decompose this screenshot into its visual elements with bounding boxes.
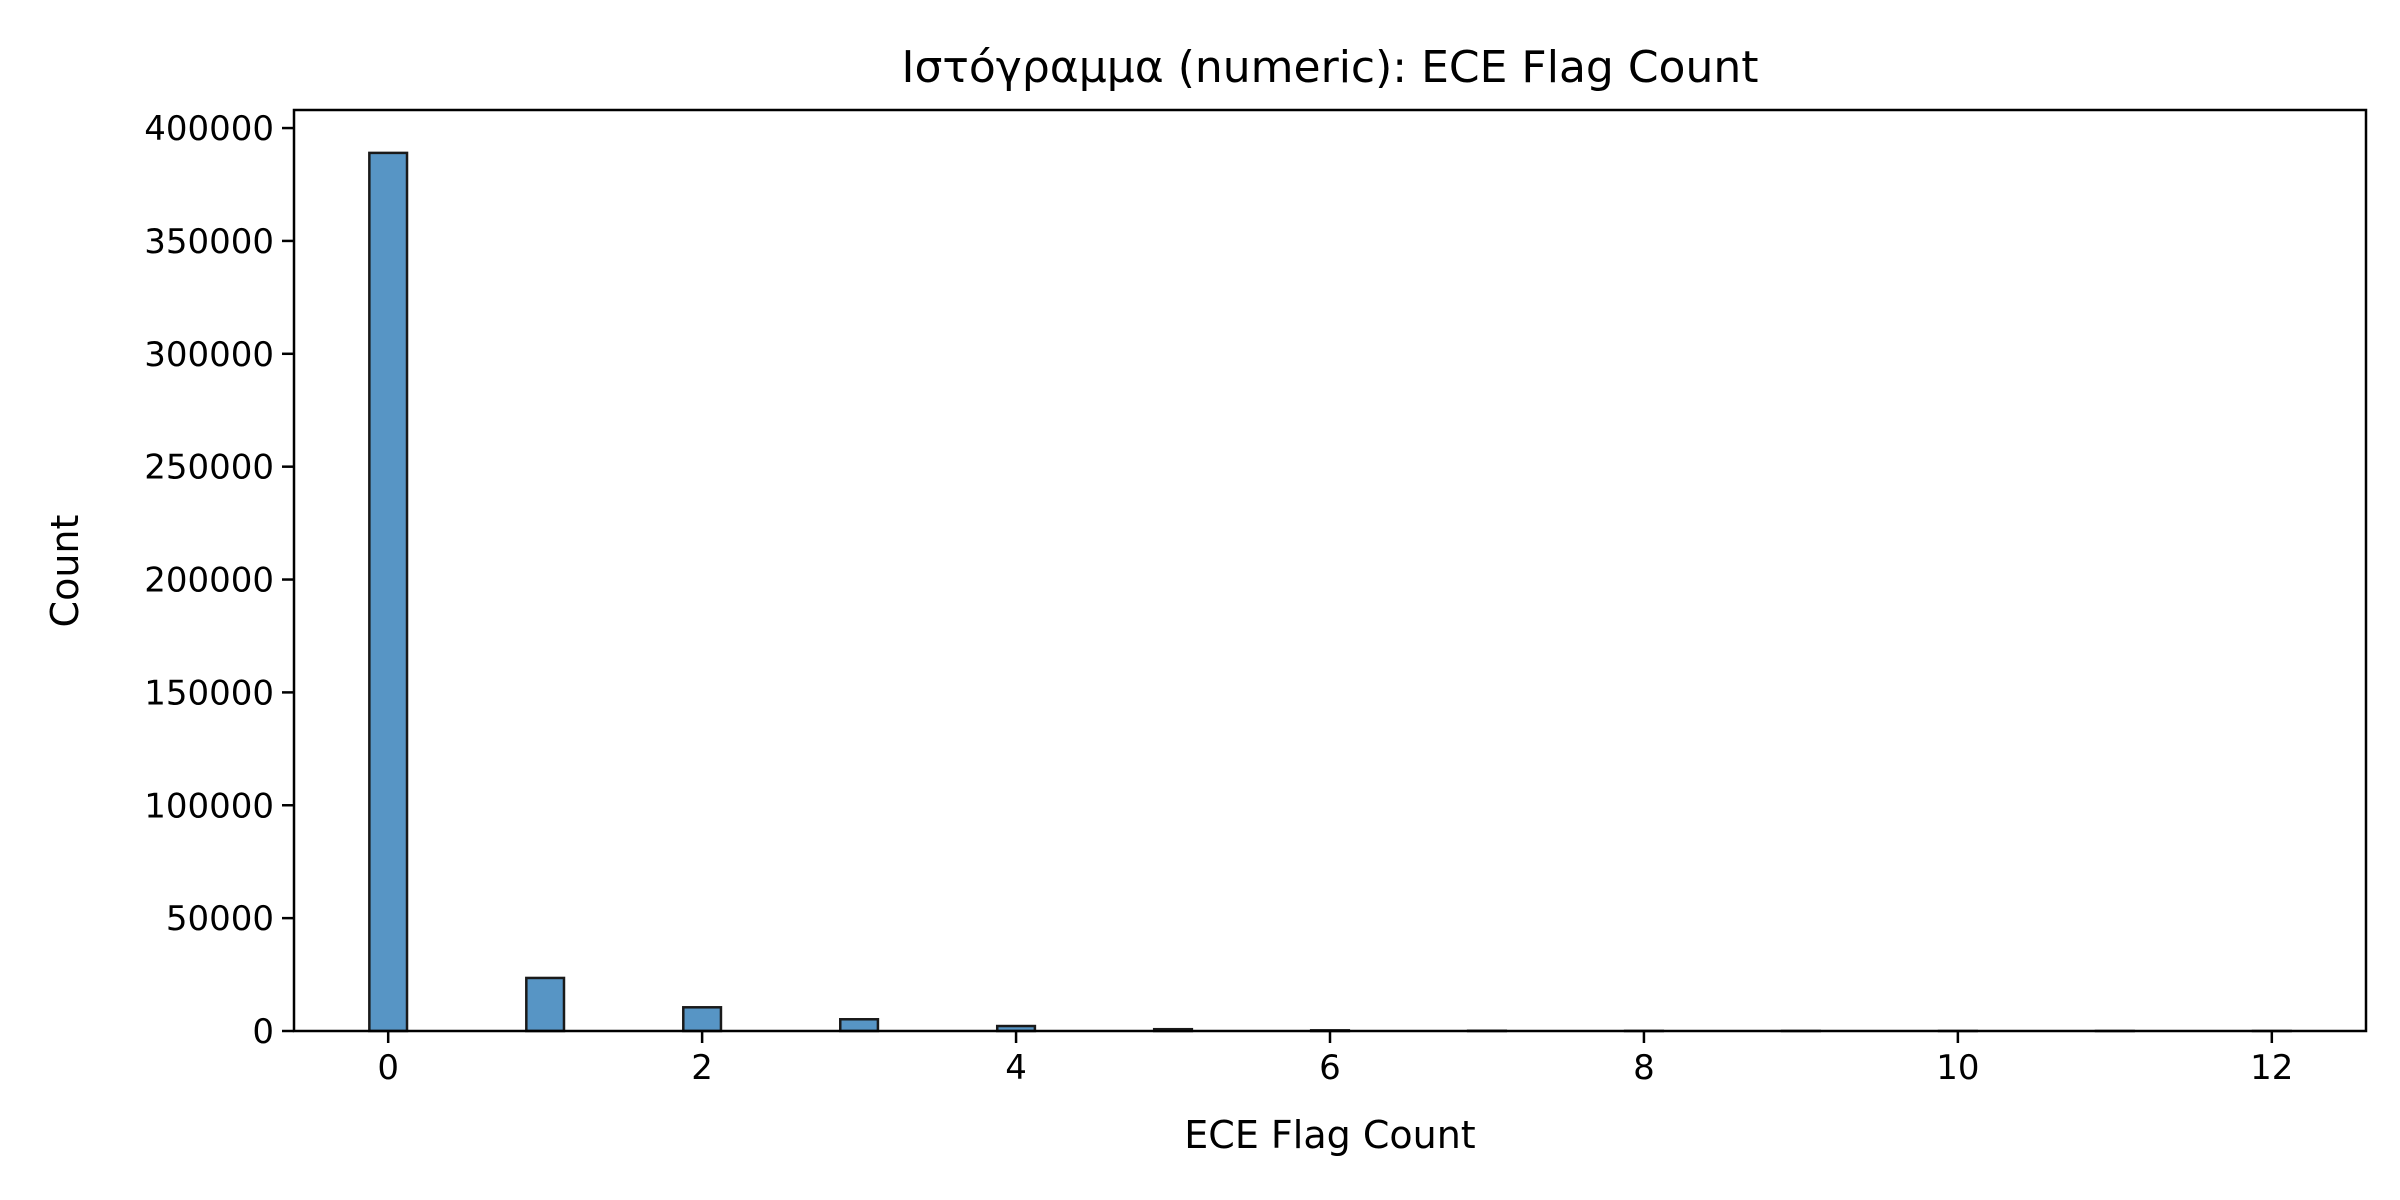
y-tick-label: 250000: [144, 448, 274, 488]
y-tick-label: 400000: [144, 109, 274, 149]
x-tick-label: 4: [1005, 1048, 1027, 1088]
x-axis-ticks: 0 2 4 6 8 10 12: [377, 1031, 2293, 1088]
y-tick-label: 50000: [166, 899, 274, 939]
plot-frame: [292, 108, 2368, 1033]
bars-group: [368, 151, 2292, 1033]
y-axis-ticks: 0 50000 100000 150000 200000 250000 300000 3500…: [144, 109, 294, 1052]
histogram-bar: [525, 976, 566, 1033]
x-tick-label: 8: [1633, 1048, 1655, 1088]
histogram-bar: [368, 151, 409, 1033]
y-tick-label: 300000: [144, 335, 274, 375]
y-tick-label: 100000: [144, 786, 274, 826]
y-tick-label: 200000: [144, 561, 274, 601]
x-tick-label: 12: [2250, 1048, 2293, 1088]
y-tick-label: 0: [252, 1012, 274, 1052]
y-tick-label: 150000: [144, 673, 274, 713]
x-tick-label: 6: [1319, 1048, 1341, 1088]
x-tick-label: 0: [377, 1048, 399, 1088]
chart-title: Ιστόγραμμα (numeric): ECE Flag Count: [902, 42, 1759, 93]
x-tick-label: 2: [691, 1048, 713, 1088]
y-axis-label: Count: [43, 515, 87, 628]
x-tick-label: 10: [1936, 1048, 1979, 1088]
x-axis-label: ECE Flag Count: [1184, 1113, 1475, 1157]
histogram-bar: [682, 1006, 723, 1033]
histogram-bar: [839, 1018, 880, 1033]
y-tick-label: 350000: [144, 222, 274, 262]
